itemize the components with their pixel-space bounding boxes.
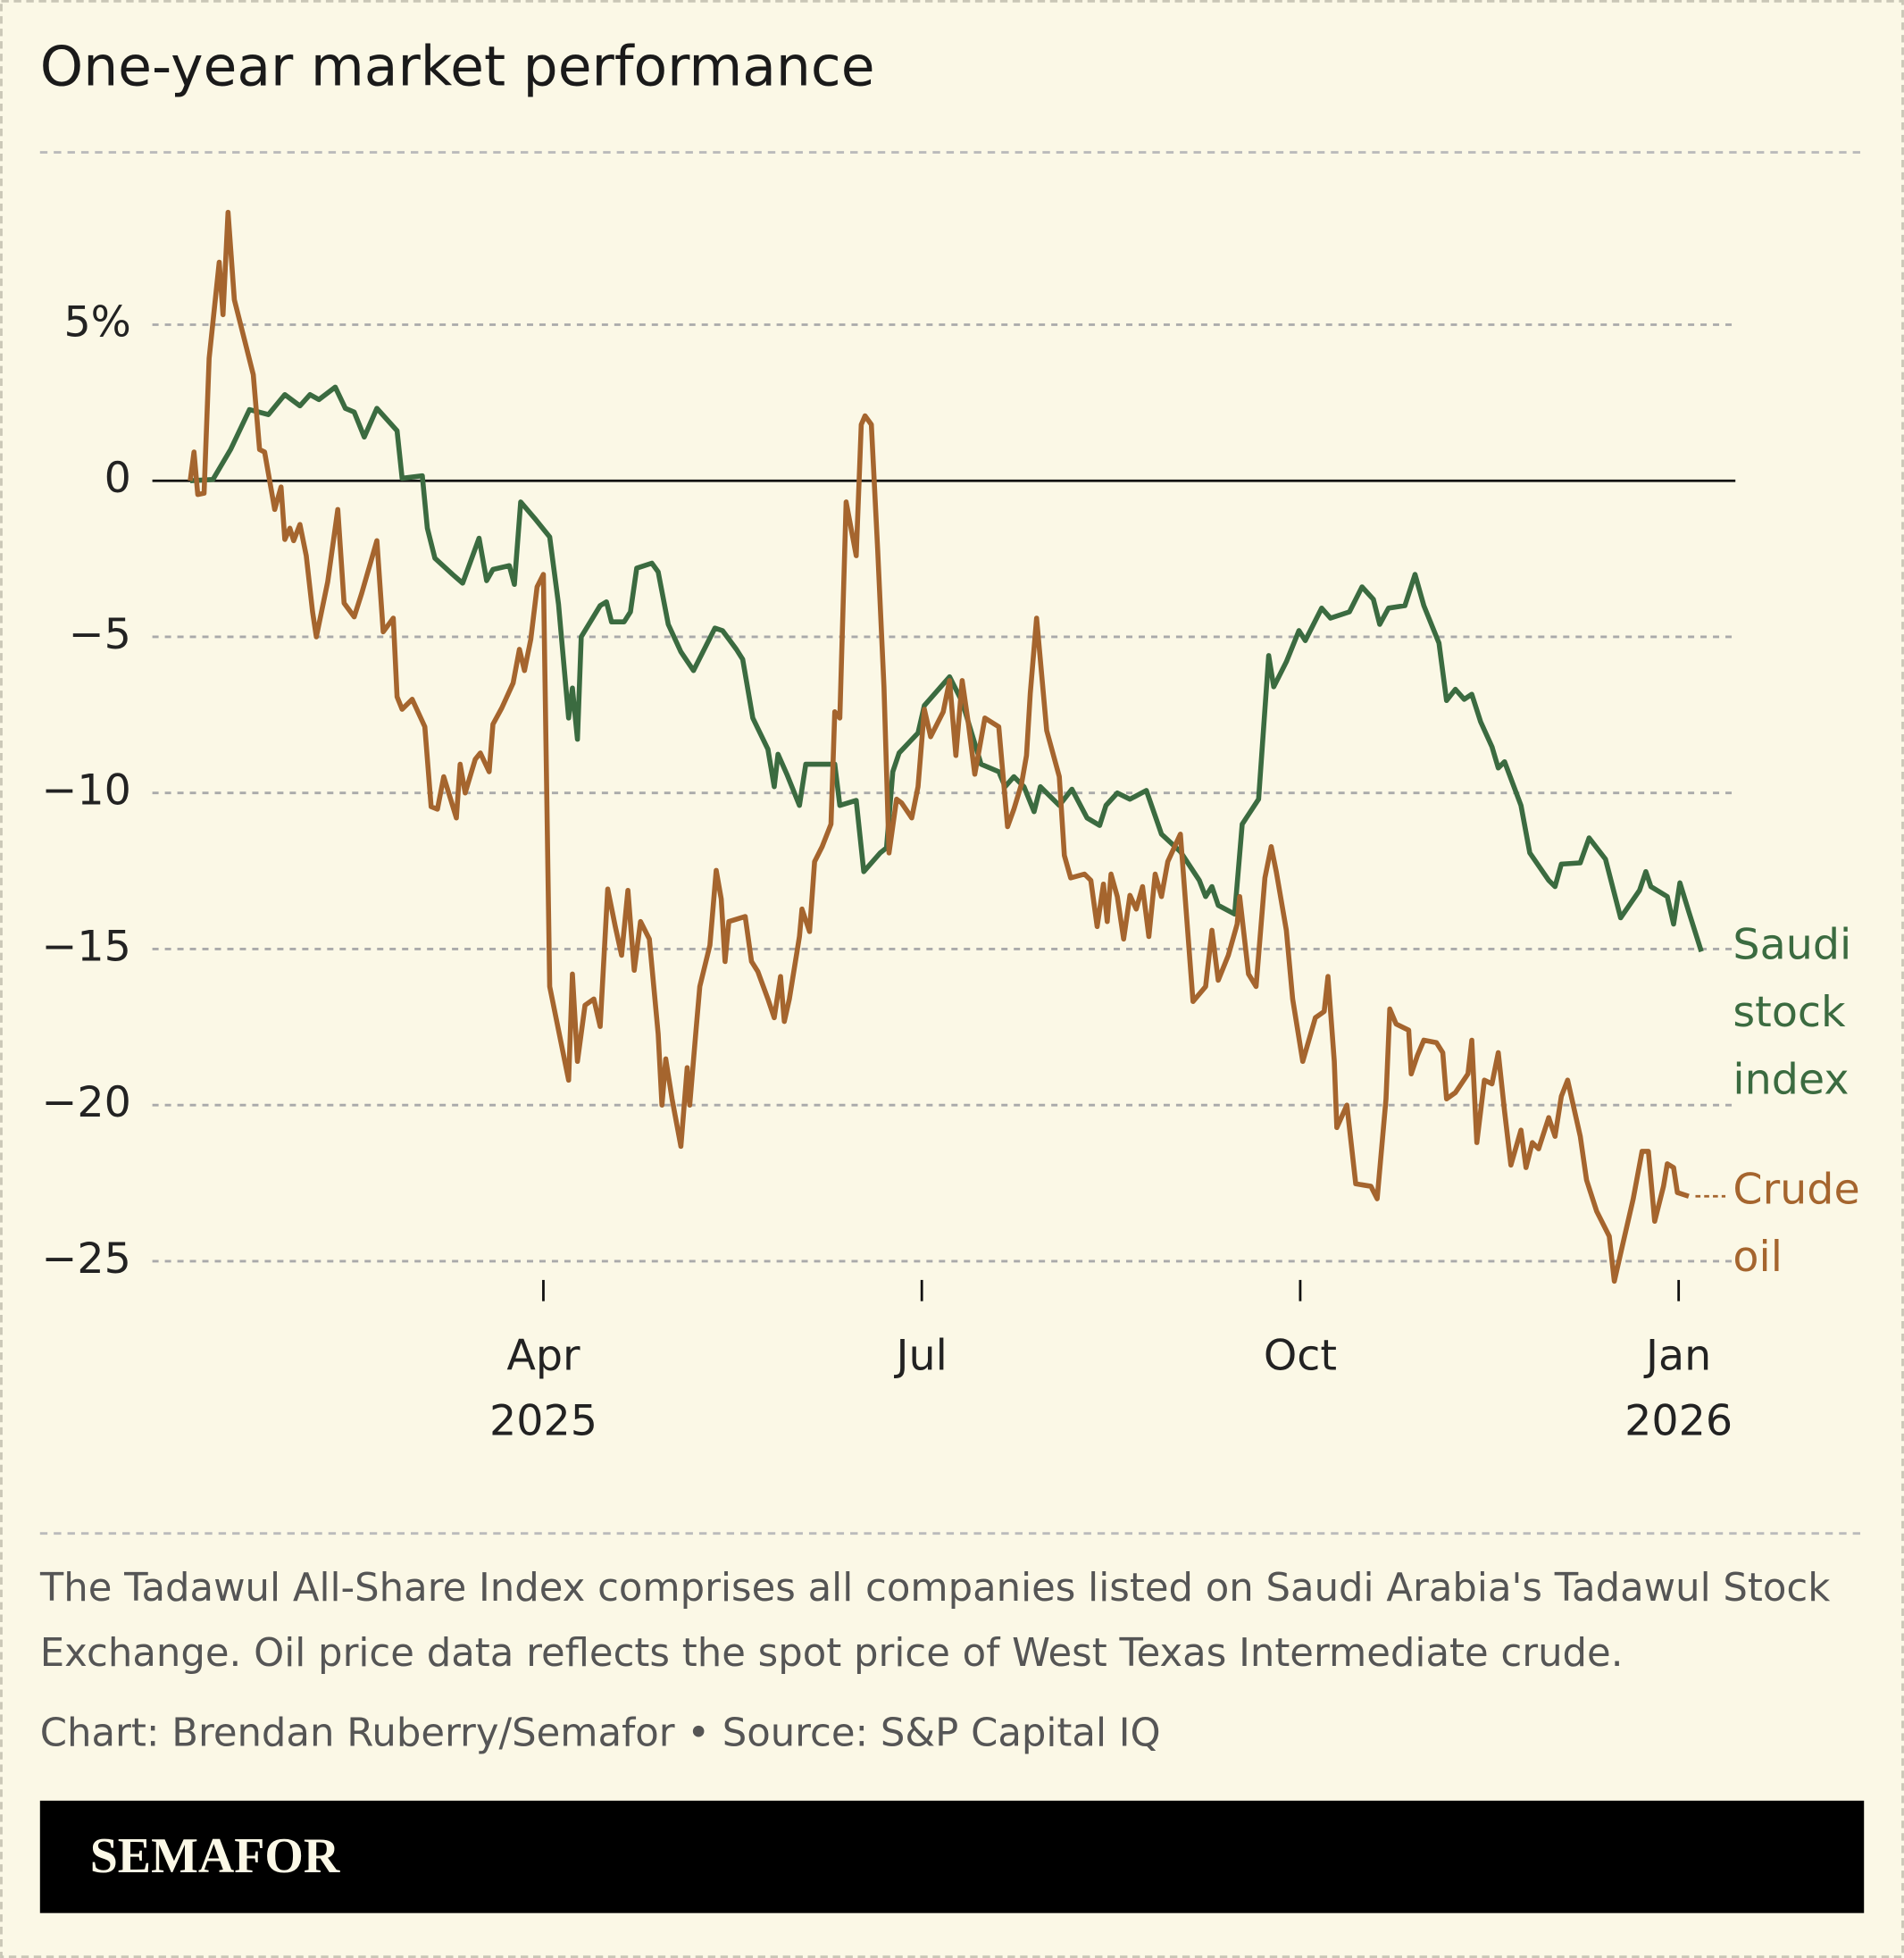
x-tick-label-box: Jul (896, 1331, 948, 1382)
x-tick-label-box: Oct (1263, 1331, 1338, 1382)
y-tick-label: −20 (42, 1078, 131, 1127)
brand: SEMAFOR (90, 1828, 340, 1884)
y-tick-label: −10 (42, 766, 131, 816)
x-tick-label: Oct (1263, 1331, 1338, 1382)
x-tick-label: Apr 2025 (489, 1331, 597, 1446)
series-label: Saudi stock index (1733, 920, 1852, 1106)
y-tick-label: 0 (104, 454, 131, 503)
x-tick-label-box: Jan 2026 (1624, 1331, 1733, 1446)
series-line (188, 209, 1690, 1284)
x-tick-label: Jul (896, 1331, 948, 1382)
x-tick-label: Jan 2026 (1624, 1331, 1733, 1446)
series-label-box: Crude oil (1733, 1165, 1860, 1283)
y-tick-label: −15 (42, 922, 131, 971)
y-tick-label: −25 (42, 1234, 131, 1284)
credit: Chart: Brendan Ruberry/Semafor • Source:… (40, 1711, 1161, 1756)
series-label-box: Saudi stock index (1733, 920, 1852, 1106)
notes-box: The Tadawul All-Share Index comprises al… (39, 1566, 1831, 1677)
x-tick-label-box: Apr 2025 (489, 1331, 597, 1446)
y-tick-label: −5 (69, 610, 131, 659)
series-label: Crude oil (1733, 1165, 1860, 1283)
series-line (189, 384, 1704, 953)
y-tick-label: 5% (63, 297, 130, 347)
notes: The Tadawul All-Share Index comprises al… (39, 1566, 1831, 1677)
chart-title: One-year market performance (40, 34, 875, 98)
brand-bar (39, 1800, 1865, 1913)
